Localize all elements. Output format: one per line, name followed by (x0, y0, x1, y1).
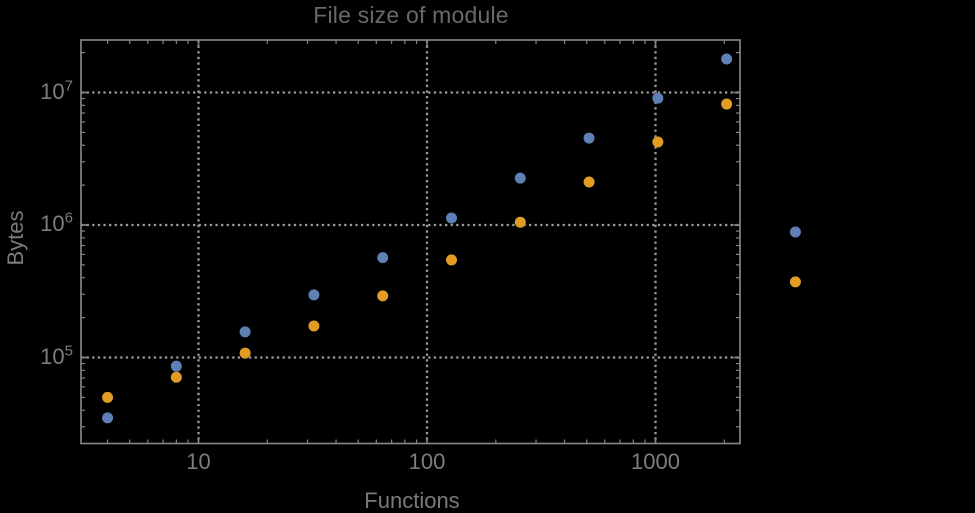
data-point-series-1-blue (445, 212, 457, 224)
data-point-series-1-blue (721, 53, 733, 65)
x-axis-label: Functions (364, 488, 460, 513)
data-point-series-1-blue (102, 412, 114, 424)
y-tick-label: 105 (40, 342, 73, 369)
data-point-series-1-blue (308, 289, 320, 301)
plot-frame (80, 39, 741, 445)
data-point-series-2-orange (583, 176, 595, 188)
y-tick-exponent: 7 (64, 77, 73, 95)
data-point-series-2-orange (789, 276, 801, 288)
data-point-series-1-blue (377, 252, 389, 264)
x-tick-label: 10 (186, 449, 211, 474)
x-tick-label: 100 (408, 449, 446, 474)
y-tick-label: 107 (40, 77, 73, 104)
data-point-series-2-orange (377, 290, 389, 302)
y-tick-exponent: 5 (64, 342, 73, 360)
data-point-series-2-orange (445, 254, 457, 266)
data-point-series-2-orange (514, 216, 526, 228)
data-point-series-1-blue (170, 360, 182, 372)
data-point-series-1-blue (583, 132, 595, 144)
y-tick-exponent: 6 (64, 209, 73, 227)
x-tick-label: 1000 (631, 449, 680, 474)
y-tick-label: 106 (40, 209, 73, 236)
data-point-series-2-orange (652, 136, 664, 148)
data-point-series-1-blue (789, 226, 801, 238)
data-point-series-1-blue (239, 326, 251, 338)
data-point-series-2-orange (170, 371, 182, 383)
data-point-series-2-orange (308, 320, 320, 332)
chart-title: File size of module (313, 2, 509, 28)
data-point-series-2-orange (239, 347, 251, 359)
data-point-series-2-orange (721, 98, 733, 110)
data-point-series-1-blue (652, 92, 664, 104)
data-point-series-1-blue (514, 172, 526, 184)
data-point-series-2-orange (102, 391, 114, 403)
